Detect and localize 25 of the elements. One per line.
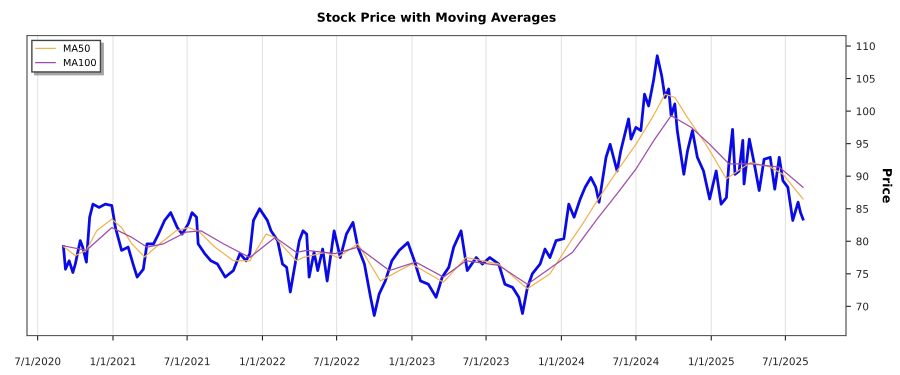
x-tick-label: 7/1/2021: [164, 357, 210, 366]
y-tick-label: 105: [856, 74, 875, 83]
y-tick-label: 85: [856, 204, 868, 213]
x-tick-label: 1/1/2021: [90, 357, 136, 366]
x-tick-label: 7/1/2020: [15, 357, 60, 366]
legend-label: MA100: [64, 58, 96, 66]
y-tick-label: 90: [856, 172, 868, 180]
y-tick-label: 75: [856, 270, 868, 278]
x-tick-label: 7/1/2023: [464, 357, 509, 366]
legend-label: MA50: [64, 44, 90, 52]
x-tick-label: 1/1/2024: [539, 357, 584, 366]
x-tick-label: 1/1/2025: [689, 357, 734, 366]
x-tick-label: 7/1/2024: [613, 357, 659, 366]
y-tick-label: 95: [856, 140, 868, 148]
chart-title: Stock Price with Moving Averages: [318, 12, 556, 24]
y-tick-label: 100: [856, 107, 875, 116]
y-axis-title: Price: [882, 169, 892, 203]
x-tick-label: 7/1/2025: [762, 357, 808, 366]
y-tick-label: 80: [856, 237, 868, 246]
x-tick-label: 1/1/2022: [240, 357, 285, 366]
y-tick-label: 70: [856, 302, 868, 310]
line-series: [62, 54, 804, 317]
y-tick-label: 110: [856, 42, 875, 50]
x-tick-label: 1/1/2023: [390, 357, 434, 366]
x-tick-label: 7/1/2022: [314, 357, 359, 366]
